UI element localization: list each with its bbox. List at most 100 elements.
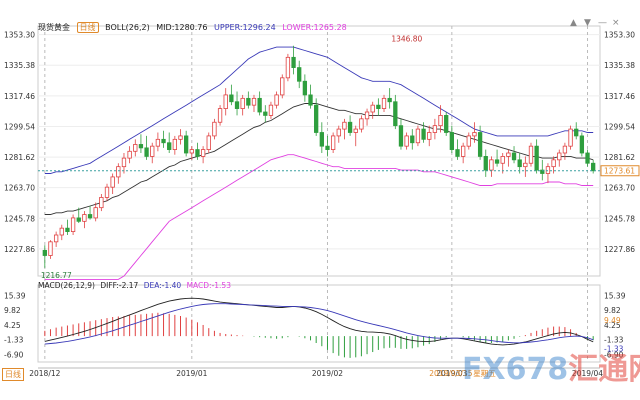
candle-body bbox=[308, 94, 313, 106]
macd-right-tag: -1.33 bbox=[604, 345, 624, 354]
candle-body bbox=[87, 214, 93, 219]
candle-body bbox=[116, 166, 121, 178]
candle-body bbox=[121, 157, 127, 168]
candle-body bbox=[483, 156, 488, 171]
candle-body bbox=[477, 132, 483, 157]
macd-label: MACD(26,12,9) bbox=[38, 281, 95, 290]
y-tick-label-left: 1227.86 bbox=[4, 245, 35, 254]
candle-body bbox=[574, 128, 579, 137]
candle-body bbox=[217, 108, 223, 123]
candle-body bbox=[150, 145, 155, 157]
macd-y-tick-right: 15.39 bbox=[604, 291, 626, 300]
period-switch-button[interactable]: 日线 bbox=[2, 368, 24, 381]
cursor-weekday-label: 星期五 bbox=[473, 369, 496, 378]
candle-body bbox=[240, 97, 245, 109]
macd-y-tick-right: -6.90 bbox=[604, 350, 624, 359]
candle-body bbox=[472, 132, 477, 137]
macd-panel-frame bbox=[37, 284, 601, 363]
cursor-date-label: 2019/03/15 bbox=[429, 369, 472, 378]
candle-body bbox=[48, 241, 53, 256]
candle-body bbox=[455, 149, 460, 157]
candle-body bbox=[579, 135, 585, 154]
candle-body bbox=[229, 94, 234, 103]
candle-body bbox=[291, 56, 296, 68]
macd-y-tick-right: -1.33 bbox=[604, 336, 624, 345]
candle-body bbox=[517, 159, 522, 168]
y-tick-label-right: 1245.78 bbox=[604, 214, 635, 223]
boll-lower-line bbox=[44, 154, 594, 280]
candle-body bbox=[285, 56, 291, 79]
candle-body bbox=[155, 138, 161, 147]
candle-body bbox=[76, 217, 81, 222]
scroll-down-icon[interactable]: ▼ bbox=[584, 18, 591, 28]
candle-body bbox=[167, 142, 172, 150]
close-icon[interactable]: × bbox=[612, 18, 620, 28]
candle-body bbox=[314, 104, 319, 133]
minimize-icon[interactable]: — bbox=[598, 18, 607, 28]
candle-body bbox=[404, 135, 409, 147]
candle-body bbox=[551, 159, 556, 168]
candle-body bbox=[189, 149, 194, 154]
candle-body bbox=[534, 145, 539, 171]
candle-body bbox=[415, 128, 421, 144]
candle-body bbox=[466, 135, 471, 147]
candle-body bbox=[500, 156, 505, 164]
candle-body bbox=[557, 152, 562, 161]
y-tick-label-right: 1353.30 bbox=[604, 31, 635, 40]
current-price-box bbox=[600, 165, 640, 177]
candle-body bbox=[370, 104, 375, 113]
candle-body bbox=[449, 132, 454, 150]
candle-body bbox=[195, 149, 200, 157]
macd-header: MACD(26,12,9) DIFF:-2.17 DEA:-1.40 MACD:… bbox=[38, 281, 234, 290]
candle-body bbox=[104, 186, 110, 198]
watermark-right: 汇通网 bbox=[568, 352, 640, 387]
macd-dea-value: DEA:-1.40 bbox=[143, 281, 182, 290]
candle-body bbox=[562, 145, 568, 154]
period-tag[interactable]: 日线 bbox=[76, 22, 99, 33]
macd-diff-line bbox=[44, 297, 594, 346]
scroll-up-icon[interactable]: ▲ bbox=[570, 18, 577, 28]
y-tick-label-right: 1317.46 bbox=[604, 92, 635, 101]
boll-upper-value: UPPER:1296.24 bbox=[214, 23, 276, 32]
current-price-label: 1273.61 bbox=[604, 167, 635, 176]
y-tick-label-left: 1281.62 bbox=[4, 153, 35, 162]
main-panel-frame bbox=[37, 25, 601, 277]
candle-body bbox=[70, 217, 76, 232]
macd-y-tick-left: -6.90 bbox=[4, 350, 24, 359]
candle-body bbox=[251, 97, 257, 106]
candle-body bbox=[246, 97, 251, 106]
price-annotation: 1346.80 bbox=[391, 35, 422, 44]
candle-body bbox=[138, 144, 144, 149]
macd-dea-line bbox=[44, 303, 594, 345]
y-tick-label-left: 1263.70 bbox=[4, 184, 35, 193]
candle-body bbox=[421, 128, 426, 140]
macd-y-tick-left: 15.39 bbox=[4, 291, 26, 300]
candle-body bbox=[398, 125, 404, 147]
y-tick-label-left: 1245.78 bbox=[4, 214, 35, 223]
candle-body bbox=[280, 77, 285, 96]
macd-y-tick-left: 4.25 bbox=[4, 321, 21, 330]
candle-body bbox=[528, 145, 534, 164]
macd-right-tag: 9.49 bbox=[604, 316, 621, 325]
candle-body bbox=[302, 80, 308, 96]
boll-lower-value: LOWER:1265.28 bbox=[282, 23, 347, 32]
candle-body bbox=[234, 101, 240, 109]
candle-body bbox=[319, 132, 324, 147]
candle-body bbox=[144, 147, 149, 157]
y-tick-label-right: 1299.54 bbox=[604, 122, 635, 131]
candle-body bbox=[133, 144, 138, 152]
candle-body bbox=[393, 101, 398, 127]
candle-body bbox=[387, 97, 392, 103]
candle-body bbox=[523, 162, 528, 168]
candle-body bbox=[161, 138, 166, 144]
boll-upper-line bbox=[44, 46, 594, 174]
y-tick-label-right: 1335.38 bbox=[604, 61, 635, 70]
candle-body bbox=[545, 166, 551, 174]
candle-body bbox=[127, 150, 132, 159]
candle-body bbox=[591, 162, 596, 172]
candle-body bbox=[206, 135, 211, 150]
price-annotation: 1216.77 bbox=[41, 271, 72, 280]
macd-diff-value: DIFF:-2.17 bbox=[100, 281, 139, 290]
candle-body bbox=[268, 104, 274, 116]
